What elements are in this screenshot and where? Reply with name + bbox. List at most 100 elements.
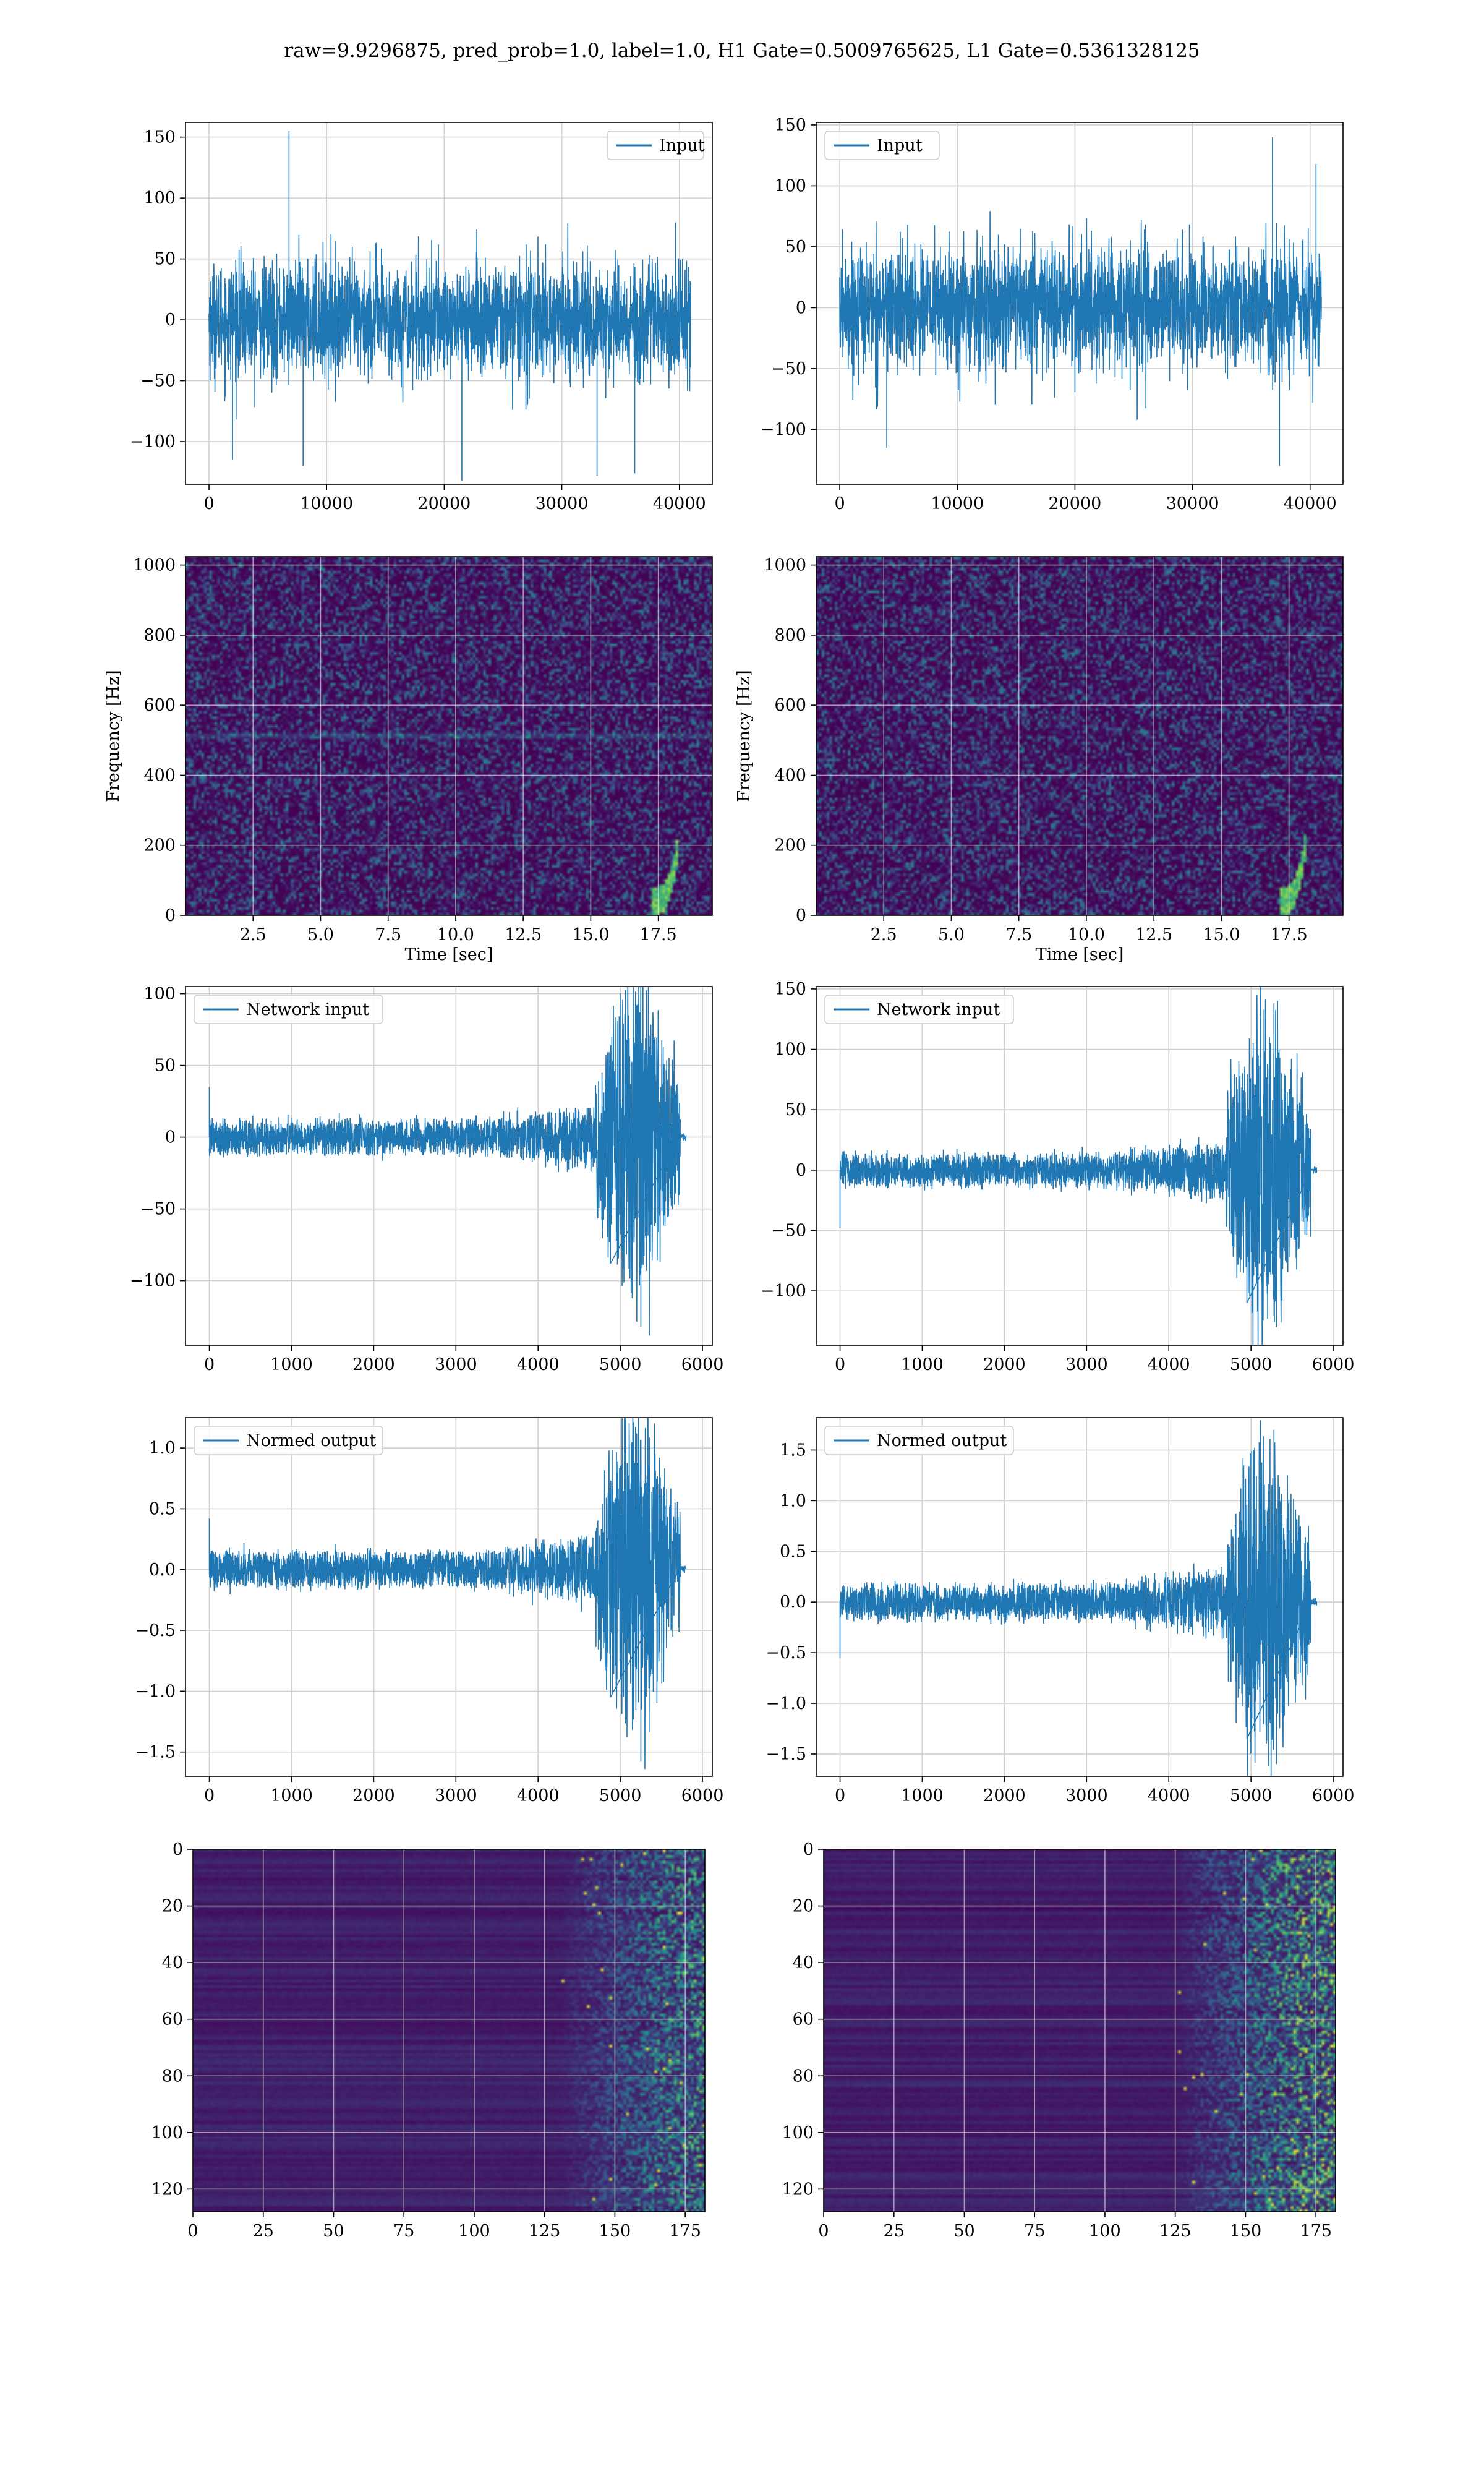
y-tick-label: 1000 — [764, 556, 806, 575]
subplot-spec-h1: 2.5 5.0 7.5 10.0 12.5 15.0 17.5 0 200 400 600 800 10… — [104, 556, 713, 964]
legend-label: Network input — [246, 1000, 369, 1019]
y-axis-label: Frequency [Hz] — [735, 670, 754, 802]
x-tick-label: 0 — [818, 2222, 829, 2241]
y-tick-label: 100 — [774, 176, 806, 195]
axes-frame — [185, 122, 713, 485]
y-tick-label: 150 — [774, 116, 806, 135]
x-tick-label: 15.0 — [1203, 925, 1240, 944]
y-tick-label: 0.5 — [780, 1542, 806, 1561]
y-tick-label: 0 — [796, 1161, 806, 1180]
x-tick-label: 15.0 — [572, 925, 609, 944]
x-tick-label: 0 — [204, 1786, 215, 1805]
x-tick-label: 3000 — [1065, 1355, 1108, 1374]
legend-label: Normed output — [877, 1431, 1007, 1450]
y-tick-label: 0 — [173, 1840, 183, 1859]
plot-area — [816, 1418, 1343, 1776]
y-tick-label: −50 — [140, 1200, 176, 1219]
y-tick-label: 120 — [151, 2180, 183, 2199]
x-tick-label: 150 — [1230, 2222, 1262, 2241]
subplot-feat-h1: 0 25 50 75 100 125 150 175 0 20 40 60 80 100 120 — [151, 1840, 706, 2241]
y-tick-label: 100 — [782, 2123, 814, 2142]
y-tick-label: 50 — [785, 1100, 806, 1119]
y-tick-label: 0.5 — [149, 1499, 176, 1518]
y-tick-label: 60 — [793, 2010, 814, 2029]
plot-area — [816, 557, 1343, 915]
subplot-norm-l1: Normed output 0 1000 2000 3000 4000 5000 6000 −1… — [765, 1417, 1354, 1805]
y-tick-label: 0 — [165, 310, 176, 330]
x-tick-label: 2000 — [352, 1355, 395, 1374]
legend-label: Input — [659, 136, 705, 155]
axes-frame — [816, 122, 1344, 485]
x-tick-label: 7.5 — [1005, 925, 1032, 944]
y-tick-label: 0 — [803, 1840, 814, 1859]
x-tick-label: 0 — [835, 1786, 845, 1805]
y-tick-label: 1.0 — [149, 1439, 176, 1458]
y-tick-label: 800 — [774, 626, 806, 645]
y-tick-label: 800 — [143, 626, 176, 645]
plot-area — [186, 122, 712, 484]
x-tick-label: 2000 — [983, 1786, 1026, 1805]
y-tick-label: −100 — [761, 420, 806, 439]
x-tick-label: 50 — [323, 2222, 344, 2241]
axes-frame — [816, 986, 1344, 1346]
legend: Network input — [824, 995, 1014, 1024]
axes-frame — [185, 556, 713, 916]
x-tick-label: 75 — [393, 2222, 414, 2241]
y-tick-label: 80 — [793, 2066, 814, 2086]
subplot-input-l1: Input 0 10000 20000 30000 40000 −100 −50 0 50 100 1… — [761, 116, 1344, 513]
y-tick-label: 0.0 — [780, 1593, 806, 1612]
y-tick-label: 400 — [774, 766, 806, 785]
x-tick-label: 4000 — [1148, 1355, 1190, 1374]
series-line — [839, 987, 1318, 1345]
subplot-input-h1: Input 0 10000 20000 30000 40000 −100 −50 0 50 100 1… — [130, 122, 713, 513]
x-tick-label: 0 — [187, 2222, 198, 2241]
y-tick-label: 100 — [151, 2123, 183, 2142]
x-tick-label: 17.5 — [1271, 925, 1308, 944]
series-line — [208, 1418, 687, 1770]
heatmap-image — [824, 1849, 1336, 2212]
x-axis-label: Time [sec] — [405, 945, 493, 964]
x-tick-label: 25 — [253, 2222, 274, 2241]
x-tick-label: 5.0 — [307, 925, 334, 944]
x-tick-label: 5000 — [599, 1786, 642, 1805]
x-tick-label: 2.5 — [240, 925, 267, 944]
x-tick-label: 4000 — [517, 1355, 560, 1374]
series-line — [208, 987, 687, 1336]
x-tick-label: 10000 — [931, 494, 984, 513]
y-tick-label: 0 — [165, 906, 176, 925]
heatmap-image — [816, 557, 1343, 915]
subplot-feat-l1: 0 25 50 75 100 125 150 175 0 20 40 60 80 100 120 — [782, 1840, 1336, 2241]
x-tick-label: 0 — [204, 1355, 215, 1374]
x-tick-label: 125 — [1159, 2222, 1192, 2241]
x-tick-label: 50 — [953, 2222, 974, 2241]
legend: Input — [824, 131, 940, 160]
x-tick-label: 0 — [834, 494, 845, 513]
plot-area — [186, 1418, 712, 1776]
x-tick-label: 175 — [669, 2222, 701, 2241]
y-tick-label: 400 — [143, 766, 176, 785]
y-tick-label: −100 — [761, 1282, 806, 1301]
y-tick-label: 40 — [793, 1953, 814, 1972]
y-tick-label: 20 — [162, 1897, 183, 1916]
y-tick-label: 0 — [165, 1128, 176, 1147]
subplot-norm-h1: Normed output 0 1000 2000 3000 4000 5000 6000 −1… — [135, 1417, 723, 1805]
y-tick-label: −1.5 — [135, 1743, 176, 1762]
x-tick-label: 6000 — [1312, 1355, 1355, 1374]
x-tick-label: 1000 — [901, 1355, 944, 1374]
y-tick-label: −1.5 — [765, 1745, 806, 1764]
x-tick-label: 150 — [599, 2222, 631, 2241]
x-tick-label: 2000 — [352, 1786, 395, 1805]
x-tick-label: 1000 — [901, 1786, 944, 1805]
legend: Network input — [194, 995, 383, 1024]
series-line — [839, 137, 1322, 466]
legend-label: Normed output — [246, 1431, 376, 1450]
y-tick-label: 150 — [143, 128, 176, 147]
y-tick-label: 20 — [793, 1897, 814, 1916]
legend-label: Input — [877, 136, 923, 155]
x-tick-label: 10000 — [300, 494, 353, 513]
plot-area — [816, 122, 1343, 484]
plot-area — [186, 987, 712, 1345]
y-tick-label: −1.0 — [765, 1694, 806, 1713]
